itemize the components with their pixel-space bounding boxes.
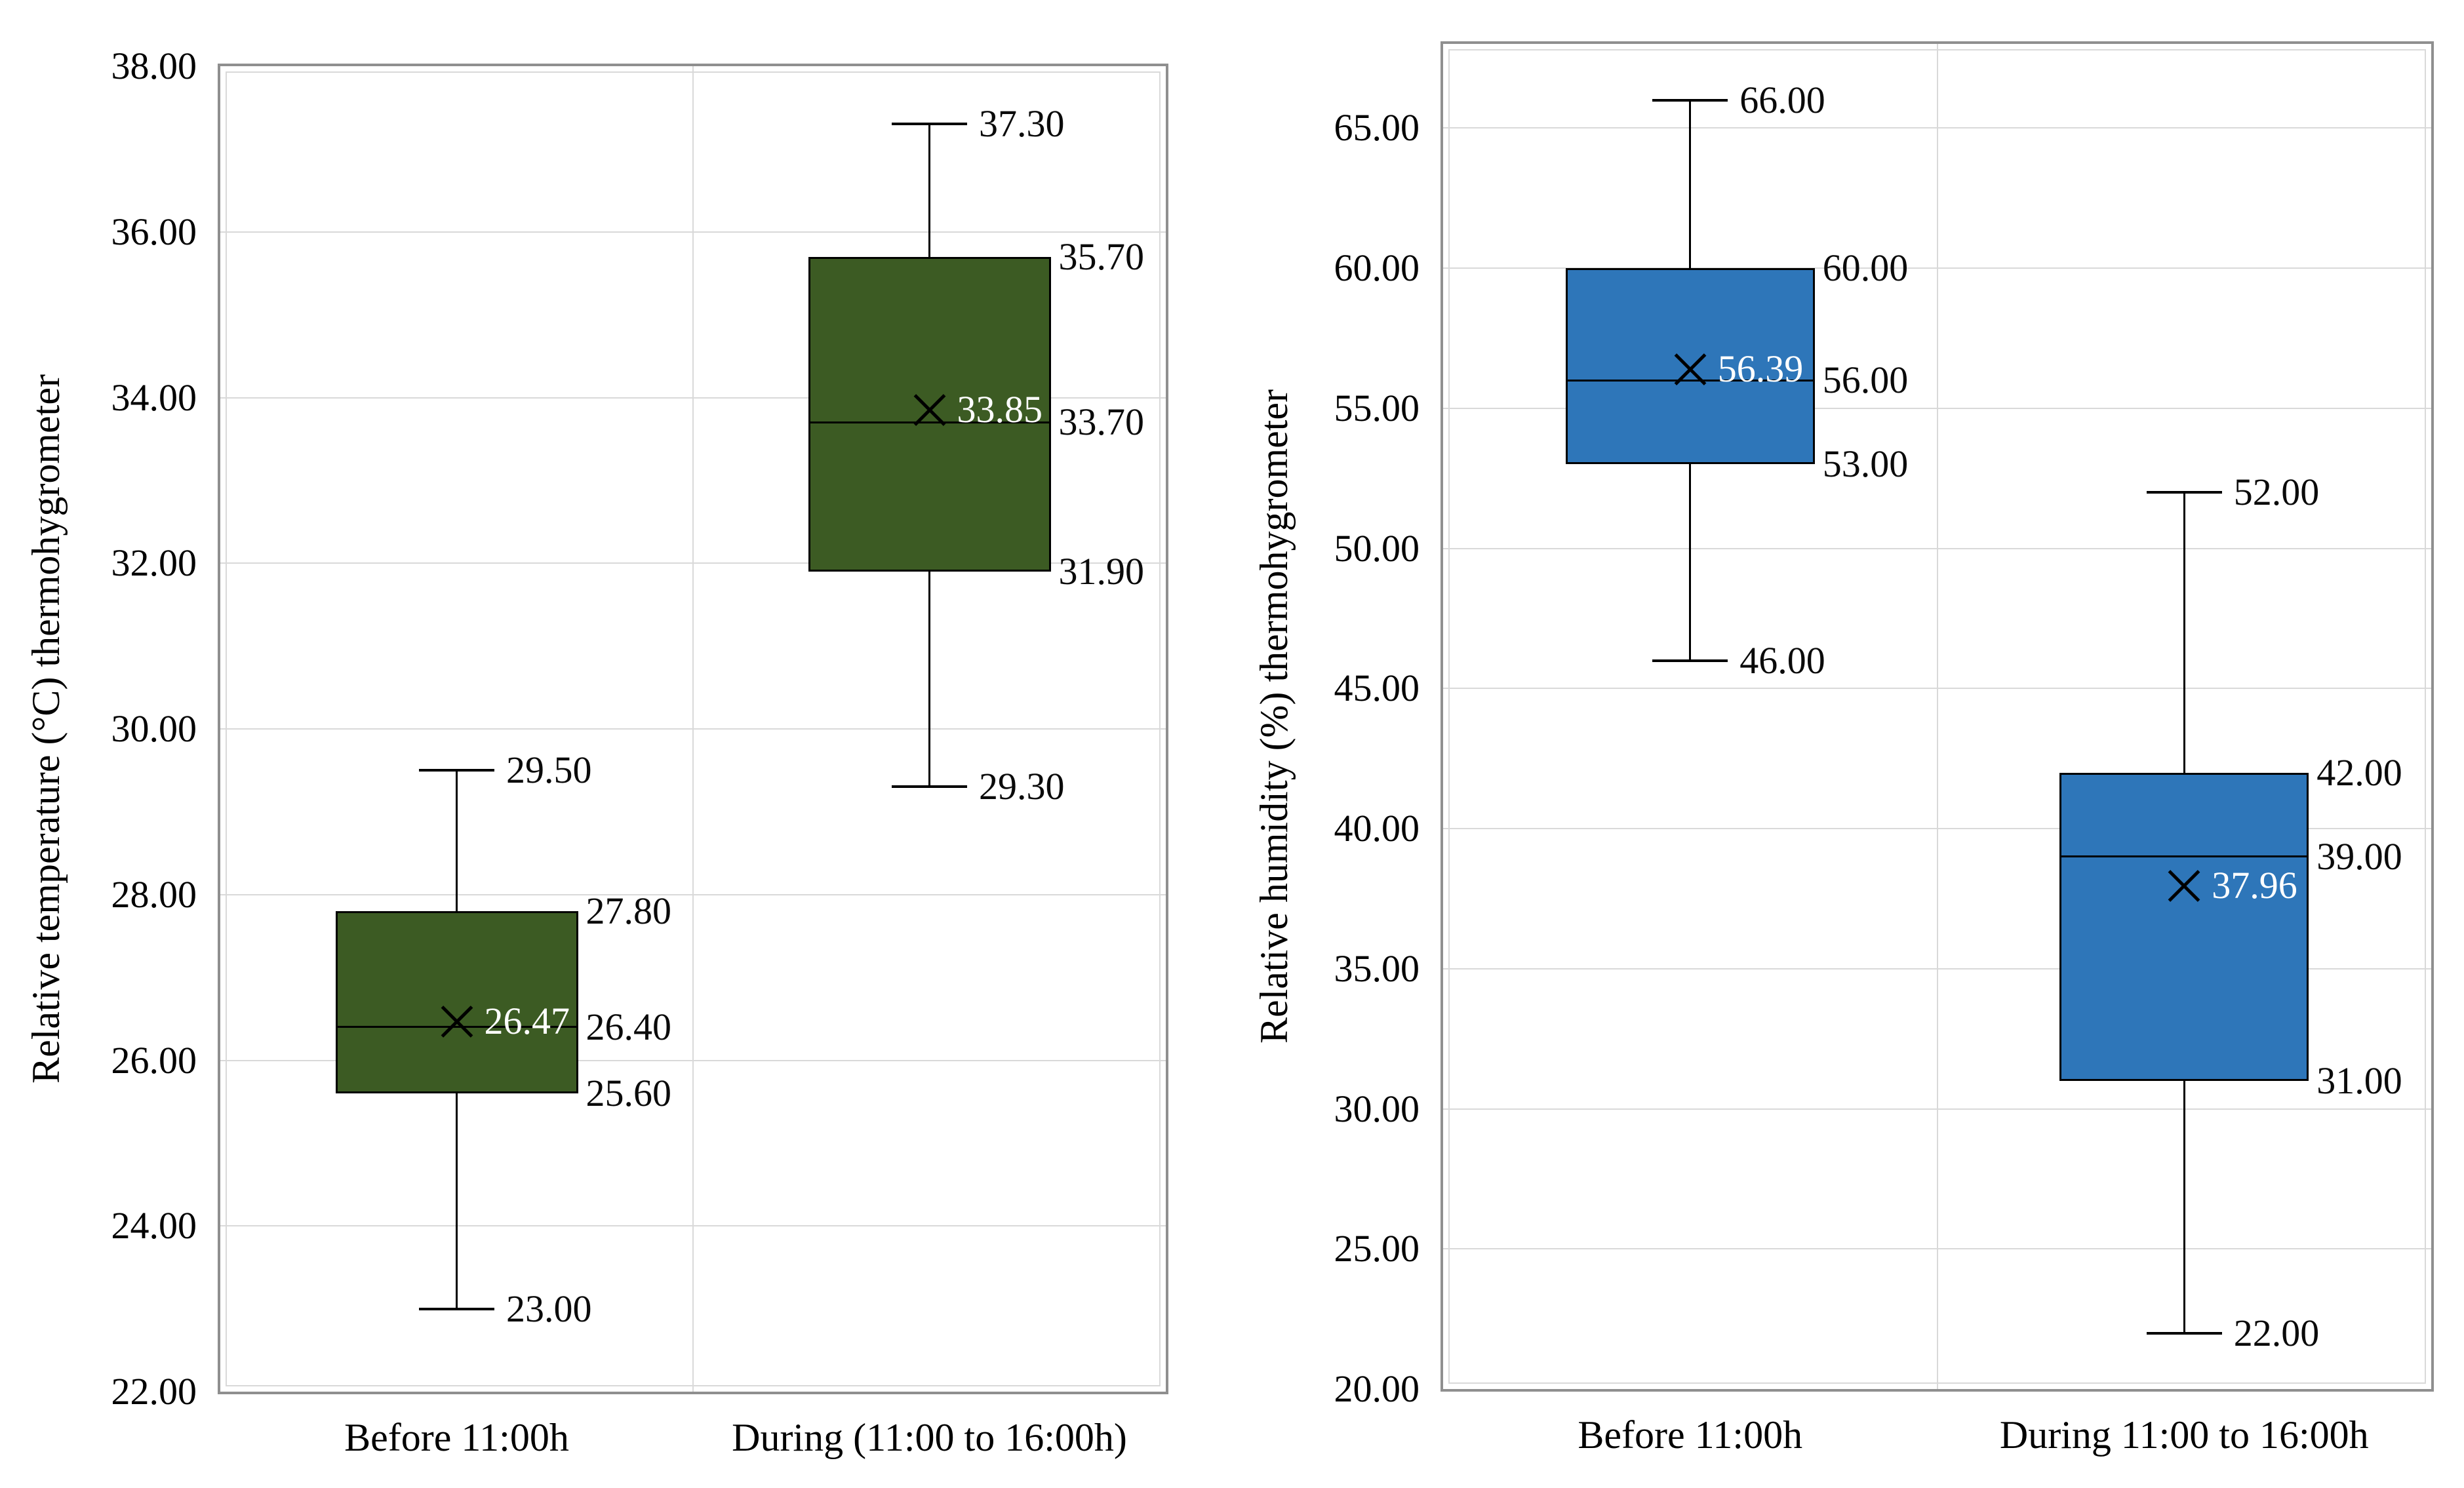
y-axis-tick-label: 45.00 xyxy=(1334,667,1420,710)
mean-value-label: 33.85 xyxy=(957,388,1043,431)
mean-marker-icon xyxy=(1671,350,1709,388)
q1-value-label: 31.90 xyxy=(1058,549,1145,593)
y-axis-tick-label: 25.00 xyxy=(1334,1227,1420,1270)
y-axis-tick-label: 24.00 xyxy=(111,1204,197,1247)
max-value-label: 66.00 xyxy=(1739,78,1825,121)
humidity-boxplot-panel: 66.00 46.00 60.00 56.00 53.00 56.39 52.00 22.00… xyxy=(1441,41,2434,1392)
y-axis-tick-label: 28.00 xyxy=(111,872,197,916)
y-axis-tick-label: 65.00 xyxy=(1334,106,1420,149)
median-line xyxy=(1565,379,1815,382)
q3-value-label: 35.70 xyxy=(1058,235,1145,278)
median-line xyxy=(2059,855,2309,858)
y-axis-tick-label: 22.00 xyxy=(111,1370,197,1413)
y-axis-tick-label: 60.00 xyxy=(1334,246,1420,289)
mean-marker-icon xyxy=(438,1002,476,1040)
median-line xyxy=(335,1026,578,1028)
min-whisker-cap xyxy=(2146,1331,2222,1335)
mean-value-label: 26.47 xyxy=(484,1000,570,1043)
min-whisker-cap xyxy=(419,1307,494,1310)
upper-whisker-line xyxy=(1689,100,1692,268)
y-axis-tick-label: 55.00 xyxy=(1334,386,1420,429)
median-value-label: 33.70 xyxy=(1058,401,1145,444)
q3-value-label: 27.80 xyxy=(586,890,672,933)
median-value-label: 26.40 xyxy=(586,1005,672,1048)
max-value-label: 29.50 xyxy=(506,749,592,792)
y-axis-tick-label: 30.00 xyxy=(1334,1087,1420,1130)
mean-value-label: 56.39 xyxy=(1717,347,1804,391)
y-axis-tick-label: 36.00 xyxy=(111,210,197,253)
min-value-label: 22.00 xyxy=(2233,1311,2320,1354)
max-whisker-cap xyxy=(1652,98,1728,102)
y-axis-tick-label: 30.00 xyxy=(111,707,197,750)
median-value-label: 56.00 xyxy=(1822,359,1909,401)
max-whisker-cap xyxy=(2146,491,2222,494)
boxplot-iqr-box xyxy=(2059,772,2309,1081)
y-axis-tick-label: 32.00 xyxy=(111,541,197,585)
mean-value-label: 37.96 xyxy=(2212,864,2297,907)
lower-whisker-line xyxy=(456,1093,458,1309)
lower-whisker-line xyxy=(928,571,930,787)
y-axis-tick-label: 35.00 xyxy=(1334,947,1420,990)
y-axis-tick-label: 20.00 xyxy=(1334,1367,1420,1410)
max-whisker-cap xyxy=(419,769,494,772)
y-axis-tick-label: 34.00 xyxy=(111,376,197,419)
median-line xyxy=(808,421,1051,423)
x-category-label: Before 11:00h xyxy=(344,1416,569,1459)
max-whisker-cap xyxy=(892,123,967,126)
boxplot-iqr-box xyxy=(335,911,578,1094)
y-axis-tick-label: 38.00 xyxy=(111,45,197,87)
mean-marker-icon xyxy=(911,391,949,429)
q1-value-label: 31.00 xyxy=(2316,1059,2402,1102)
x-category-label: During 11:00 to 16:00h xyxy=(1999,1413,2369,1457)
min-value-label: 23.00 xyxy=(506,1287,592,1330)
median-value-label: 39.00 xyxy=(2316,834,2402,878)
x-category-label: Before 11:00h xyxy=(1578,1413,1803,1457)
q1-value-label: 53.00 xyxy=(1822,442,1909,486)
upper-whisker-line xyxy=(928,124,930,257)
min-whisker-cap xyxy=(892,785,967,789)
q1-value-label: 25.60 xyxy=(586,1072,672,1115)
boxplot-iqr-box xyxy=(808,256,1051,572)
mean-marker-icon xyxy=(2165,867,2203,905)
q3-value-label: 60.00 xyxy=(1822,246,1909,289)
upper-whisker-line xyxy=(456,770,458,912)
max-value-label: 52.00 xyxy=(2233,471,2320,513)
min-whisker-cap xyxy=(1652,659,1728,662)
min-value-label: 46.00 xyxy=(1739,638,1825,682)
min-value-label: 29.30 xyxy=(979,765,1065,808)
q3-value-label: 42.00 xyxy=(2316,751,2402,794)
lower-whisker-line xyxy=(1689,464,1692,661)
max-value-label: 37.30 xyxy=(979,102,1065,146)
temperature-boxplot-panel: 29.50 23.00 27.80 26.40 25.60 26.47 37.30 29.30… xyxy=(218,64,1168,1394)
upper-whisker-line xyxy=(2183,492,2185,773)
lower-whisker-line xyxy=(2183,1080,2185,1333)
x-category-label: During (11:00 to 16:00h) xyxy=(732,1416,1127,1459)
category-separator-line xyxy=(1936,44,1938,1389)
y-axis-tick-label: 40.00 xyxy=(1334,807,1420,850)
y-axis-tick-label: 26.00 xyxy=(111,1038,197,1082)
y-axis-tick-label: 50.00 xyxy=(1334,526,1420,570)
category-separator-line xyxy=(692,66,694,1392)
